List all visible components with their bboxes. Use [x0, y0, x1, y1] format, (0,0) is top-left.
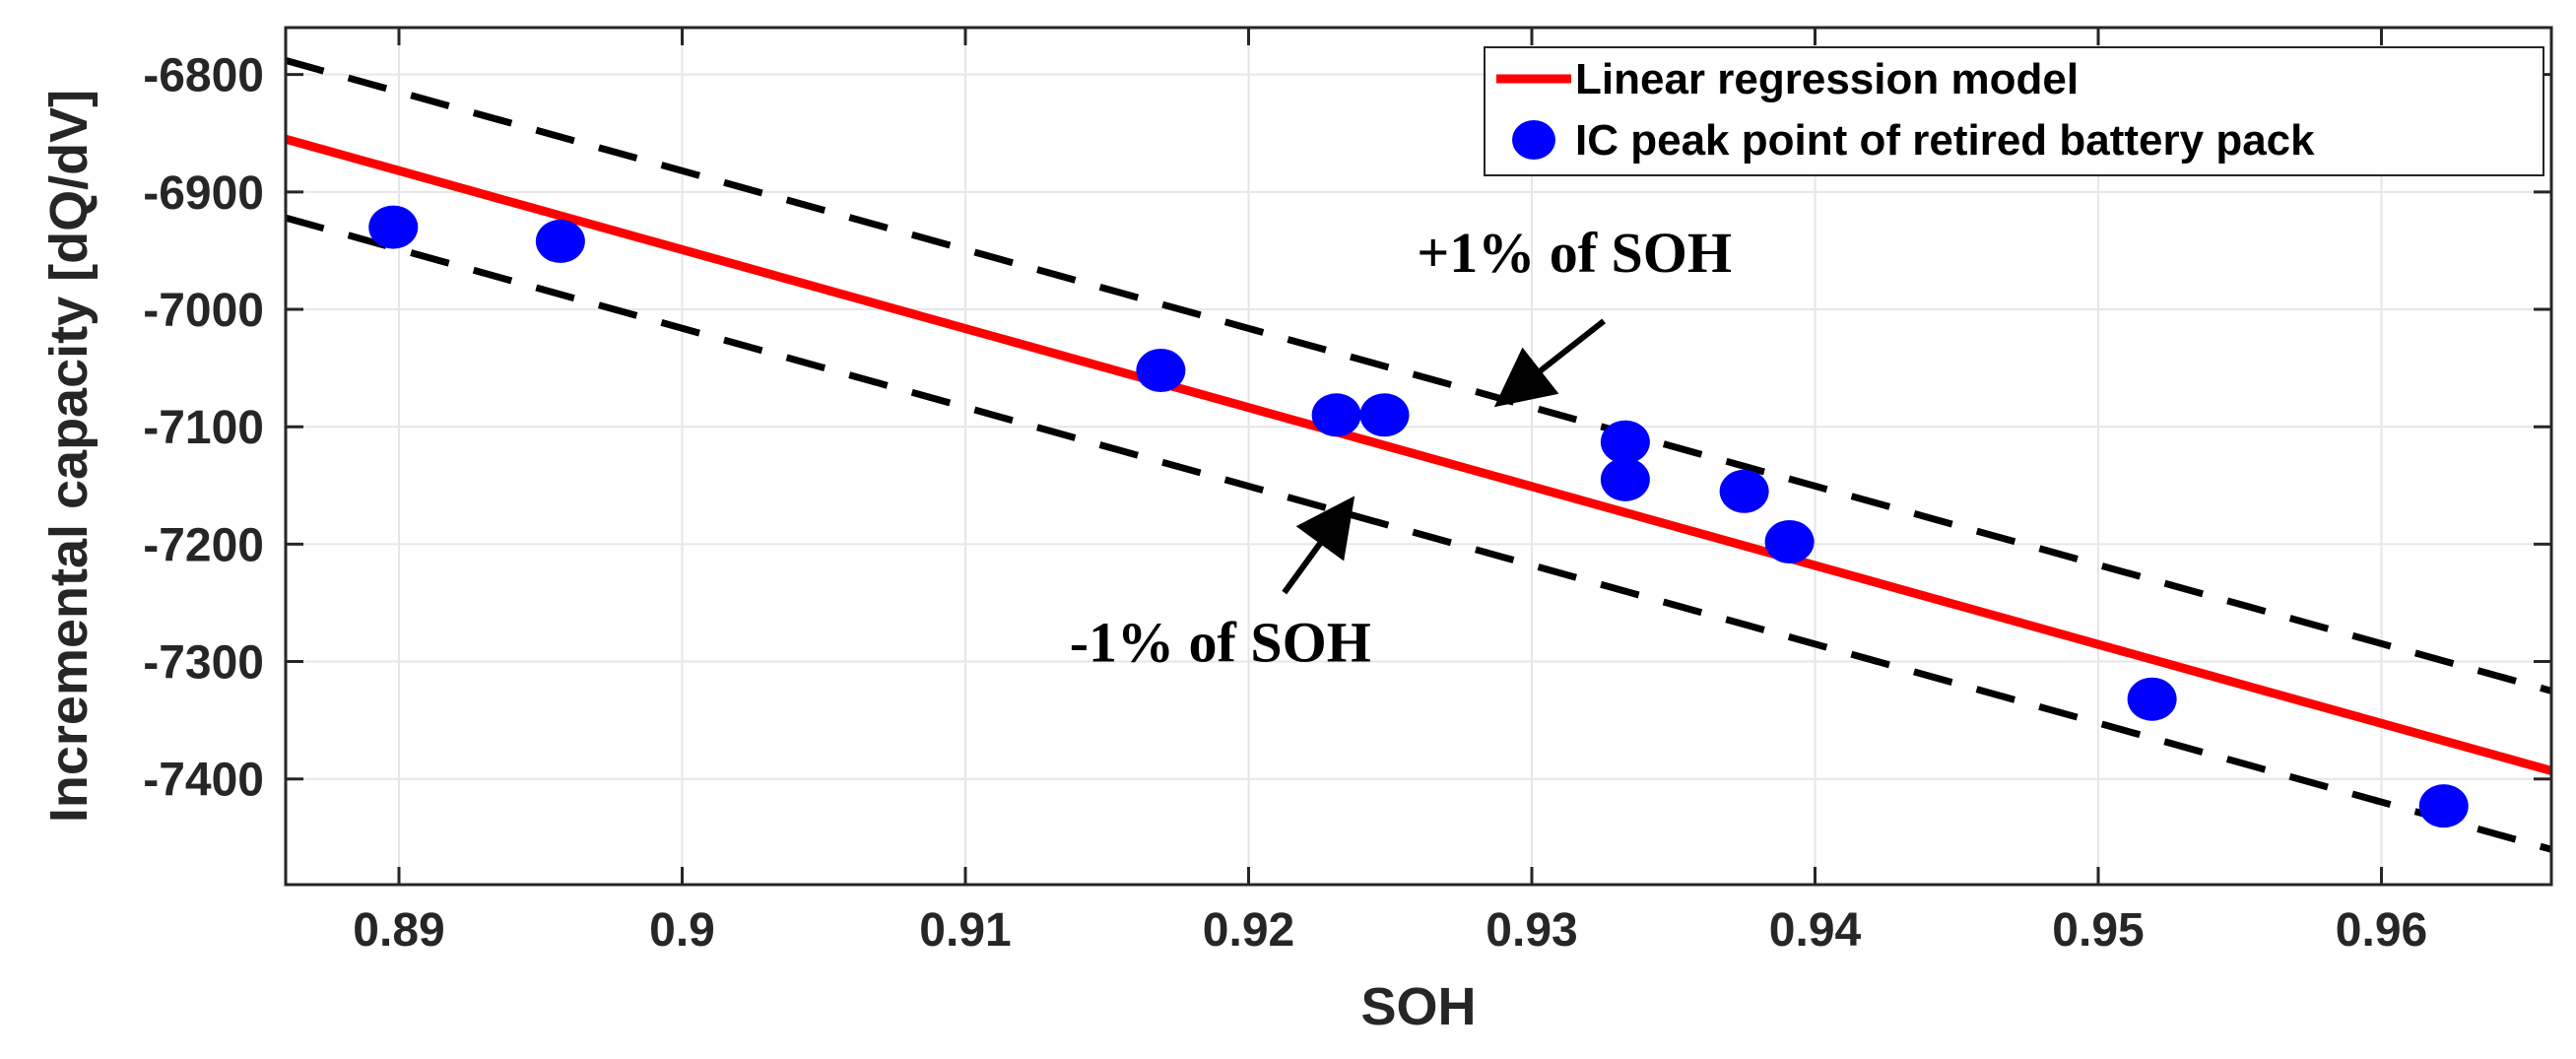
annotations: +1% of SOH -1% of SOH [1070, 221, 1732, 675]
y-tick-label-4: -7200 [143, 519, 264, 571]
data-point-5 [1600, 420, 1650, 464]
legend-label-0: Linear regression model [1575, 55, 2079, 103]
data-point-8 [1764, 520, 1815, 563]
data-point-10 [2418, 784, 2469, 828]
plot-frame [284, 26, 2553, 887]
x-axis-title: SOH [1360, 977, 1476, 1036]
y-tick-label-3: -7100 [143, 402, 264, 454]
series-layer [286, 56, 2551, 853]
x-tick-label-7: 0.96 [2336, 904, 2427, 957]
data-point-0 [368, 205, 419, 249]
data-point-2 [1136, 349, 1186, 392]
y-tick-label-5: -7300 [143, 637, 264, 690]
legend-box [1484, 46, 2544, 176]
x-tick-label-4: 0.93 [1486, 904, 1577, 957]
legend: Linear regression model IC peak point of … [1484, 46, 2544, 176]
annotation-arrow-1 [1282, 496, 1355, 595]
data-point-3 [1311, 393, 1361, 437]
x-tick-label-0: 0.89 [353, 904, 444, 957]
y-tick-label-6: -7400 [143, 755, 264, 807]
upper-bound-line [286, 56, 2551, 695]
x-tick-label-6: 0.95 [2052, 904, 2144, 957]
x-tick-label-5: 0.94 [1769, 904, 1862, 957]
annotation-label-0: +1% of SOH [1417, 221, 1732, 285]
x-tick-label-3: 0.92 [1203, 904, 1294, 957]
legend-label-1: IC peak point of retired battery pack [1575, 116, 2315, 165]
plot-clip-group [286, 56, 2551, 853]
data-point-1 [535, 219, 585, 263]
annotation-arrow-0 [1493, 318, 1606, 408]
x-tick-label-2: 0.91 [919, 904, 1011, 957]
legend-dot-swatch [1512, 120, 1555, 160]
data-point-4 [1359, 393, 1410, 437]
lower-bound-line [286, 214, 2551, 853]
y-tick-label-2: -7000 [143, 285, 264, 337]
y-tick-label-0: -6800 [143, 50, 264, 102]
x-tick-label-1: 0.9 [649, 904, 715, 957]
regression-line [286, 134, 2551, 775]
y-tick-label-1: -6900 [143, 167, 264, 220]
y-axis-title: Incremental capacity [dQ/dV] [39, 90, 99, 823]
data-point-7 [1719, 469, 1769, 513]
data-point-6 [1600, 457, 1650, 501]
data-point-9 [2127, 677, 2177, 721]
annotation-label-1: -1% of SOH [1070, 611, 1371, 675]
axes: 0.89 0.9 0.91 0.92 0.93 0.94 0.95 0.96 -6800 -690… [39, 26, 2553, 1036]
